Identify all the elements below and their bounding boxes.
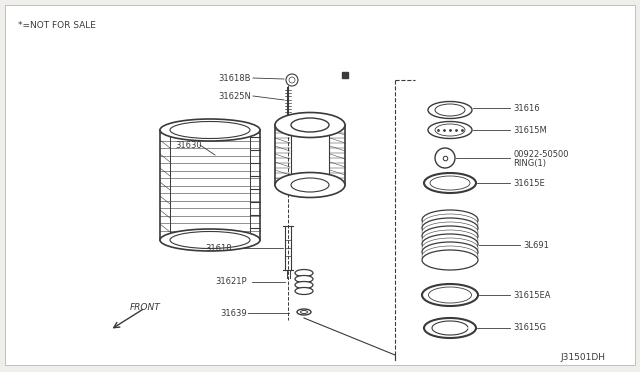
Ellipse shape: [435, 104, 465, 116]
Ellipse shape: [429, 287, 472, 303]
Ellipse shape: [422, 226, 478, 246]
Text: 00922-50500: 00922-50500: [513, 150, 568, 158]
Ellipse shape: [275, 173, 345, 198]
Ellipse shape: [275, 112, 345, 138]
Text: FRONT: FRONT: [130, 304, 161, 312]
Text: 31639: 31639: [220, 308, 246, 317]
Text: 31615EA: 31615EA: [513, 291, 550, 299]
FancyBboxPatch shape: [5, 5, 635, 365]
Ellipse shape: [424, 318, 476, 338]
Ellipse shape: [422, 222, 478, 242]
Ellipse shape: [422, 242, 478, 262]
Ellipse shape: [170, 231, 250, 248]
Text: 31616: 31616: [513, 103, 540, 112]
Text: J31501DH: J31501DH: [560, 353, 605, 362]
Ellipse shape: [428, 122, 472, 138]
Text: 31630: 31630: [175, 141, 202, 150]
Ellipse shape: [170, 122, 250, 138]
Ellipse shape: [422, 214, 478, 234]
Text: 31621P: 31621P: [215, 278, 246, 286]
Ellipse shape: [160, 119, 260, 141]
Ellipse shape: [291, 118, 329, 132]
Ellipse shape: [422, 284, 478, 306]
Circle shape: [435, 148, 455, 168]
Ellipse shape: [301, 311, 307, 314]
Ellipse shape: [422, 250, 478, 270]
Ellipse shape: [295, 282, 313, 289]
Ellipse shape: [435, 124, 465, 136]
Text: 31625N: 31625N: [218, 92, 251, 100]
Text: 31618: 31618: [205, 244, 232, 253]
Ellipse shape: [422, 238, 478, 258]
Text: 31615M: 31615M: [513, 125, 547, 135]
Ellipse shape: [424, 173, 476, 193]
Ellipse shape: [160, 229, 260, 251]
Text: *=NOT FOR SALE: *=NOT FOR SALE: [18, 20, 96, 29]
Ellipse shape: [422, 234, 478, 254]
Text: 31615G: 31615G: [513, 324, 546, 333]
Ellipse shape: [295, 269, 313, 276]
Ellipse shape: [295, 288, 313, 295]
Circle shape: [286, 74, 298, 86]
Ellipse shape: [430, 176, 470, 190]
Text: 3L691: 3L691: [523, 241, 549, 250]
Ellipse shape: [428, 102, 472, 119]
Ellipse shape: [295, 276, 313, 282]
Ellipse shape: [422, 218, 478, 238]
Ellipse shape: [422, 210, 478, 230]
Text: RING(1): RING(1): [513, 158, 546, 167]
Text: 31615E: 31615E: [513, 179, 545, 187]
Ellipse shape: [422, 246, 478, 266]
Ellipse shape: [291, 178, 329, 192]
Ellipse shape: [422, 230, 478, 250]
Ellipse shape: [297, 309, 311, 315]
Text: 31618B: 31618B: [218, 74, 250, 83]
